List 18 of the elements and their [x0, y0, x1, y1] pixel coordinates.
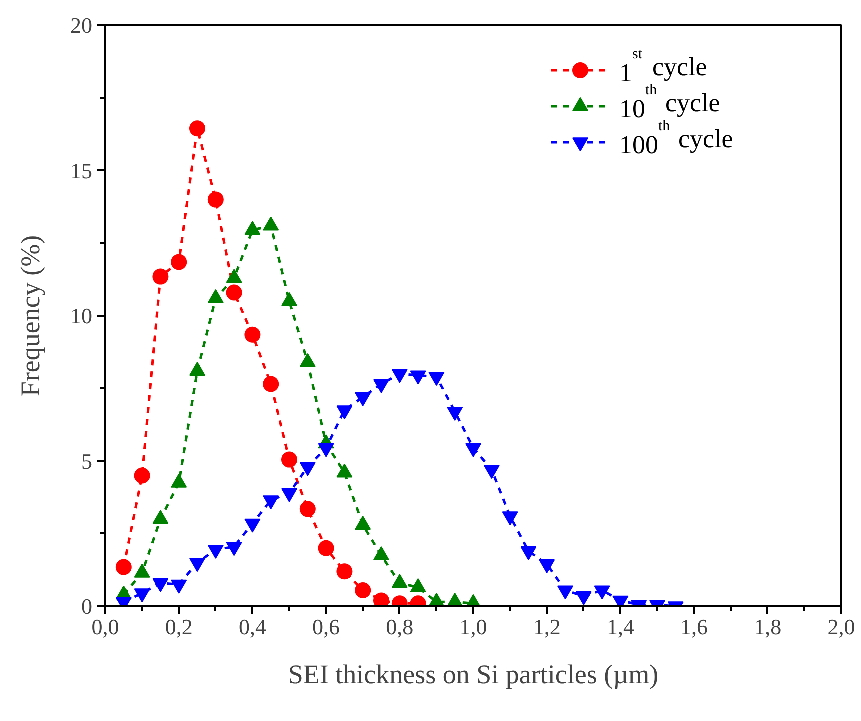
x-tick-label: 0,8: [386, 614, 414, 640]
x-tick-label: 2,0: [828, 614, 856, 640]
y-axis-title: Frequency (%): [16, 235, 46, 397]
x-tick-label: 0,6: [312, 614, 340, 640]
y-tick-label: 15: [70, 158, 92, 184]
y-tick-label: 10: [70, 304, 92, 328]
y-tick-label: 0: [82, 594, 92, 619]
x-tick-label: 1,2: [533, 614, 561, 640]
x-axis-title: SEI thickness on Si particles (µm): [288, 660, 659, 690]
x-tick-label: 1,8: [754, 614, 782, 640]
x-tick-label: 1,6: [680, 614, 708, 640]
x-tick-label: 0,2: [165, 614, 193, 640]
x-tick-label: 1,4: [606, 614, 634, 640]
x-tick-label: 1,0: [460, 614, 488, 640]
y-tick-label: 5: [82, 448, 92, 474]
y-tick-label: 20: [70, 13, 92, 38]
x-tick-label: 0,0: [92, 614, 120, 640]
x-tick-label: 0,4: [238, 614, 266, 640]
